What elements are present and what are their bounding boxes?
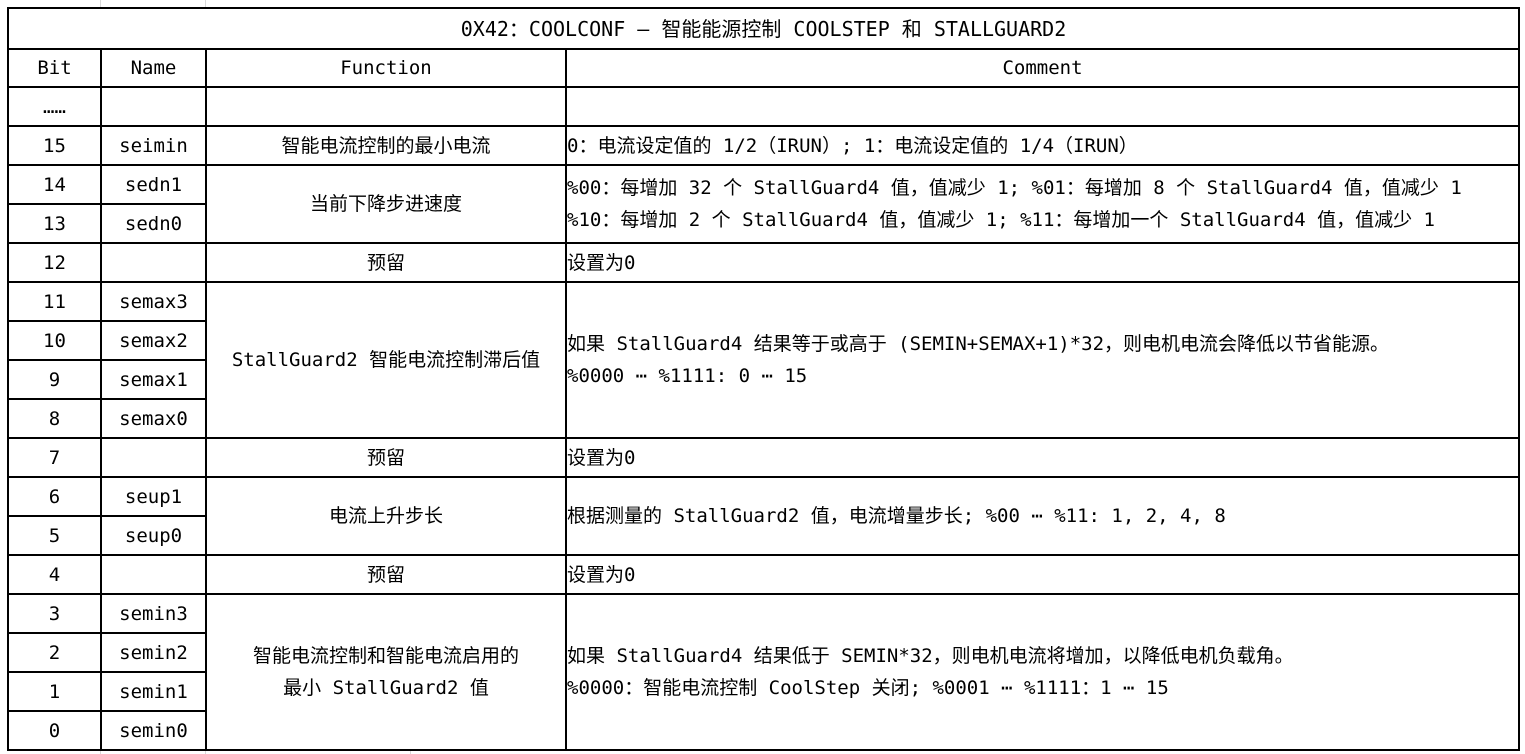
- bit-cell: 2: [7, 632, 102, 673]
- bit-cell: 15: [7, 125, 102, 166]
- name-cell: sedn0: [100, 203, 207, 244]
- table-row: ……: [7, 86, 1521, 127]
- name-cell: seup1: [100, 476, 207, 517]
- table-title: 0X42：COOLCONF – 智能能源控制 COOLSTEP 和 STALLG…: [6, 7, 1521, 50]
- table-row: 5 seup0: [7, 515, 1519, 556]
- table-row: 9 semax1: [7, 359, 1519, 400]
- bit-cell: 0: [7, 710, 102, 751]
- bit-cell: 12: [7, 242, 102, 283]
- function-cell: 预留: [205, 554, 567, 595]
- bit-cell: 9: [7, 359, 102, 400]
- comment-cell: 设置为0: [564, 242, 1521, 283]
- name-cell: seimin: [100, 125, 207, 166]
- name-cell: [100, 242, 207, 283]
- bit-cell: 1: [7, 671, 102, 712]
- name-cell: semax3: [100, 281, 207, 322]
- bit-cell: 3: [7, 593, 102, 634]
- gridline-stub: [410, 749, 411, 754]
- function-cell: StallGuard2 智能电流控制滞后值: [205, 281, 567, 439]
- bit-cell: 13: [7, 203, 102, 244]
- table-row: 13 sedn0: [7, 203, 1519, 244]
- bit-cell: 14: [7, 164, 102, 205]
- gridline-stub: [205, 0, 206, 7]
- table-row: 14 sedn1 当前下降步进速度 %00：每增加 32 个 StallGuard4 …: [7, 164, 1521, 244]
- comment-cell: 如果 StallGuard4 结果等于或高于 (SEMIN+SEMAX+1)*3…: [564, 281, 1521, 439]
- comment-cell: 设置为0: [564, 437, 1521, 478]
- table-row: 7 预留 设置为0: [7, 437, 1521, 478]
- function-cell: [205, 86, 567, 127]
- table-row: 2 semin2: [7, 632, 1519, 673]
- name-cell: sedn1: [100, 164, 207, 205]
- table-row: 10 semax2: [7, 320, 1519, 361]
- table-row: 8 semax0: [7, 398, 1519, 439]
- gridline-stub: [100, 0, 101, 7]
- bit-cell: 8: [7, 398, 102, 439]
- name-cell: semin0: [100, 710, 207, 751]
- name-cell: semax2: [100, 320, 207, 361]
- bit-cell: 4: [7, 554, 102, 595]
- table-row: 15 seimin 智能电流控制的最小电流 0：电流设定值的 1/2（IRUN）; 1…: [7, 125, 1521, 166]
- bit-cell: 10: [7, 320, 102, 361]
- name-cell: semin2: [100, 632, 207, 673]
- table-row: 12 预留 设置为0: [7, 242, 1521, 283]
- comment-cell: 如果 StallGuard4 结果低于 SEMIN*32，则电机电流将增加，以降…: [564, 593, 1521, 751]
- function-cell: 智能电流控制和智能电流启用的 最小 StallGuard2 值: [205, 593, 567, 751]
- table-row: 6 seup1 电流上升步长 根据测量的 StallGuard2 值，电流增量步长; …: [7, 476, 1521, 556]
- comment-cell: %00：每增加 32 个 StallGuard4 值，值减少 1; %01：每增…: [564, 164, 1521, 244]
- column-header-function: Function: [205, 48, 567, 88]
- table-title-row: 0X42：COOLCONF – 智能能源控制 COOLSTEP 和 STALLG…: [6, 7, 1521, 50]
- function-cell: 当前下降步进速度: [205, 164, 567, 244]
- function-cell: 智能电流控制的最小电流: [205, 125, 567, 166]
- coolconf-register-table: 0X42：COOLCONF – 智能能源控制 COOLSTEP 和 STALLG…: [6, 7, 1521, 751]
- name-cell: semax1: [100, 359, 207, 400]
- name-cell: [100, 86, 207, 127]
- name-cell: semax0: [100, 398, 207, 439]
- column-header-bit: Bit: [7, 48, 102, 88]
- comment-cell: [564, 86, 1521, 127]
- bit-cell: 7: [7, 437, 102, 478]
- bit-cell: 6: [7, 476, 102, 517]
- function-cell: 预留: [205, 242, 567, 283]
- name-cell: [100, 437, 207, 478]
- table-row: 11 semax3 StallGuard2 智能电流控制滞后值 如果 StallGua…: [7, 281, 1521, 439]
- bit-cell: ……: [7, 86, 102, 127]
- table-row: 3 semin3 智能电流控制和智能电流启用的 最小 StallGuard2 值如果 …: [7, 593, 1521, 751]
- column-header-comment: Comment: [564, 48, 1521, 88]
- name-cell: semin1: [100, 671, 207, 712]
- table-row: 0 semin0: [7, 710, 1519, 751]
- bit-cell: 5: [7, 515, 102, 556]
- gridline-stub: [205, 749, 206, 754]
- function-cell: 电流上升步长: [205, 476, 567, 556]
- bit-cell: 11: [7, 281, 102, 322]
- name-cell: semin3: [100, 593, 207, 634]
- gridline-stub: [100, 749, 101, 754]
- comment-cell: 设置为0: [564, 554, 1521, 595]
- table-row: 1 semin1: [7, 671, 1519, 712]
- table-header-row: Bit Name Function Comment: [7, 48, 1521, 88]
- name-cell: [100, 554, 207, 595]
- comment-cell: 0：电流设定值的 1/2（IRUN）; 1：电流设定值的 1/4（IRUN）: [564, 125, 1521, 166]
- function-cell: 预留: [205, 437, 567, 478]
- table-body: …… 15 seimin 智能电流控制的最小电流 0：电流设定值的 1/2（IRUN）;…: [7, 86, 1521, 751]
- name-cell: seup0: [100, 515, 207, 556]
- table-row: 4 预留 设置为0: [7, 554, 1521, 595]
- column-header-name: Name: [100, 48, 207, 88]
- comment-cell: 根据测量的 StallGuard2 值，电流增量步长; %00 ⋯ %11: 1…: [564, 476, 1521, 556]
